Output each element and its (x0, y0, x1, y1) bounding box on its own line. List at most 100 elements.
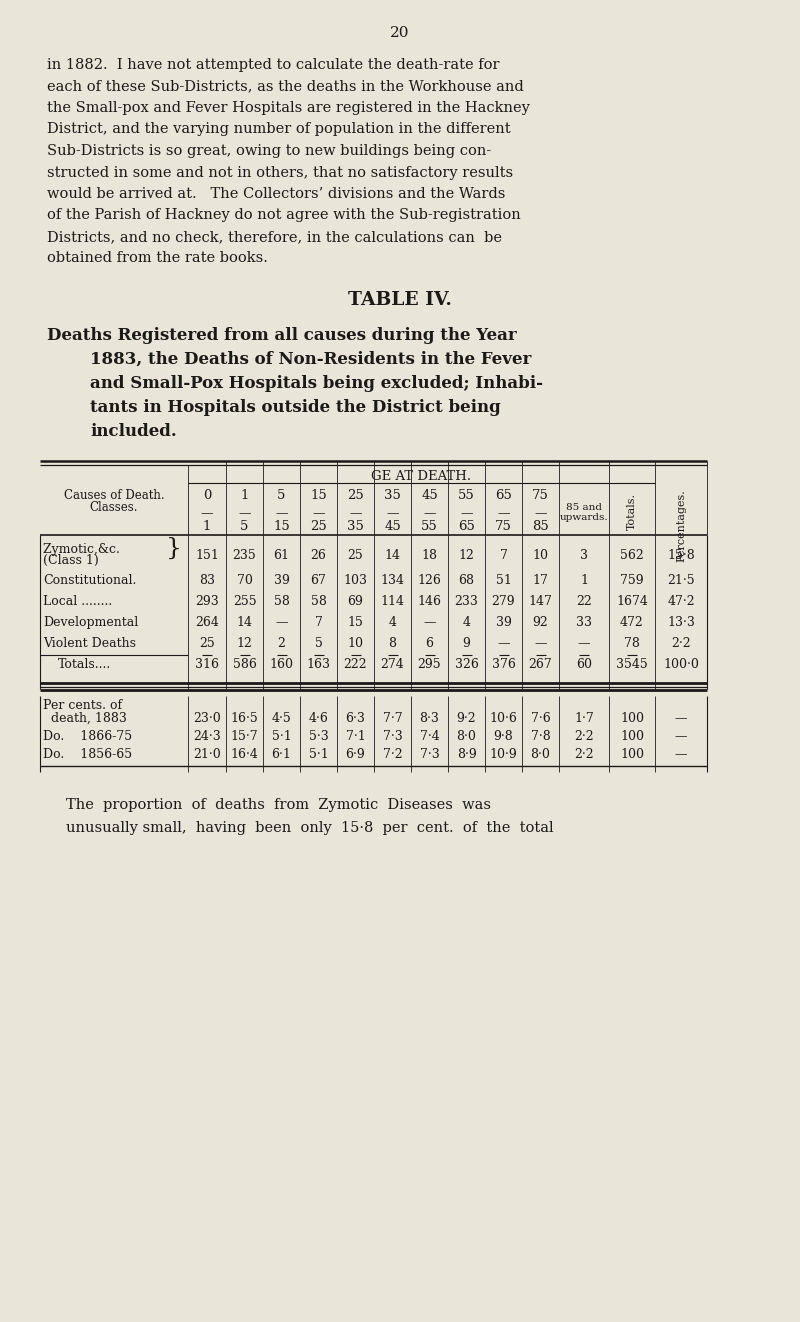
Text: obtained from the rate books.: obtained from the rate books. (47, 251, 268, 266)
Text: 12: 12 (458, 549, 474, 562)
Text: 21·5: 21·5 (667, 574, 695, 587)
Text: 14: 14 (237, 616, 253, 629)
Text: 25: 25 (348, 549, 363, 562)
Text: 92: 92 (533, 616, 548, 629)
Text: 4: 4 (389, 616, 397, 629)
Text: 147: 147 (529, 595, 553, 608)
Text: 274: 274 (381, 658, 404, 672)
Text: 7: 7 (314, 616, 322, 629)
Text: 6·1: 6·1 (271, 748, 291, 761)
Text: 7·4: 7·4 (420, 730, 439, 743)
Text: 7·6: 7·6 (530, 713, 550, 724)
Text: Do.    1856-65: Do. 1856-65 (43, 748, 132, 761)
Text: 100·0: 100·0 (663, 658, 699, 672)
Text: 100: 100 (620, 730, 644, 743)
Text: 126: 126 (418, 574, 442, 587)
Text: 100: 100 (620, 713, 644, 724)
Text: Totals.: Totals. (627, 493, 637, 530)
Text: 9: 9 (462, 637, 470, 650)
Text: 5: 5 (278, 489, 286, 502)
Text: Local ........: Local ........ (43, 595, 112, 608)
Text: Districts, and no check, therefore, in the calculations can  be: Districts, and no check, therefore, in t… (47, 230, 502, 245)
Text: Do.    1866-75: Do. 1866-75 (43, 730, 132, 743)
Text: 2·2: 2·2 (671, 637, 691, 650)
Text: 78: 78 (624, 637, 640, 650)
Text: 8·9: 8·9 (457, 748, 476, 761)
Text: 16·5: 16·5 (230, 713, 258, 724)
Text: 316: 316 (195, 658, 219, 672)
Text: —: — (275, 616, 288, 629)
Text: 75: 75 (495, 520, 512, 533)
Text: 759: 759 (620, 574, 644, 587)
Text: 26: 26 (310, 549, 326, 562)
Text: 39: 39 (274, 574, 290, 587)
Text: 1: 1 (580, 574, 588, 587)
Text: 10: 10 (533, 549, 549, 562)
Text: 25: 25 (347, 489, 364, 502)
Text: District, and the varying number of population in the different: District, and the varying number of popu… (47, 123, 510, 136)
Text: 6: 6 (426, 637, 434, 650)
Text: 5: 5 (240, 520, 249, 533)
Text: 69: 69 (347, 595, 363, 608)
Text: 10·9: 10·9 (490, 748, 518, 761)
Text: 5·1: 5·1 (272, 730, 291, 743)
Text: 83: 83 (199, 574, 215, 587)
Text: 4·5: 4·5 (272, 713, 291, 724)
Text: 6·9: 6·9 (346, 748, 366, 761)
Text: 562: 562 (620, 549, 644, 562)
Text: 255: 255 (233, 595, 256, 608)
Text: Totals....: Totals.... (58, 658, 111, 672)
Text: 45: 45 (421, 489, 438, 502)
Text: (Class 1): (Class 1) (43, 554, 98, 567)
Text: 3: 3 (580, 549, 588, 562)
Text: 51: 51 (495, 574, 511, 587)
Text: 8: 8 (389, 637, 397, 650)
Text: 8·0: 8·0 (457, 730, 477, 743)
Text: 7·3: 7·3 (420, 748, 439, 761)
Text: the Small-pox and Fever Hospitals are registered in the Hackney: the Small-pox and Fever Hospitals are re… (47, 100, 530, 115)
Text: 163: 163 (306, 658, 330, 672)
Text: 267: 267 (529, 658, 552, 672)
Text: 326: 326 (454, 658, 478, 672)
Text: Violent Deaths: Violent Deaths (43, 637, 136, 650)
Text: 293: 293 (195, 595, 219, 608)
Text: structed in some and not in others, that no satisfactory results: structed in some and not in others, that… (47, 165, 513, 180)
Text: of the Parish of Hackney do not agree with the Sub-registration: of the Parish of Hackney do not agree wi… (47, 209, 521, 222)
Text: 22: 22 (576, 595, 592, 608)
Text: 15: 15 (273, 520, 290, 533)
Text: GE AT DEATH.: GE AT DEATH. (371, 471, 471, 483)
Text: —: — (534, 508, 546, 520)
Text: 103: 103 (343, 574, 367, 587)
Text: 15: 15 (310, 489, 327, 502)
Text: 68: 68 (458, 574, 474, 587)
Text: 1: 1 (240, 489, 249, 502)
Text: 586: 586 (233, 658, 257, 672)
Text: Deaths Registered from all causes during the Year: Deaths Registered from all causes during… (47, 327, 517, 344)
Text: 295: 295 (418, 658, 442, 672)
Text: 4·6: 4·6 (309, 713, 329, 724)
Text: 1: 1 (203, 520, 211, 533)
Text: 5·3: 5·3 (309, 730, 328, 743)
Text: 100: 100 (620, 748, 644, 761)
Text: Percentages.: Percentages. (676, 489, 686, 562)
Text: 7·3: 7·3 (382, 730, 402, 743)
Text: —: — (423, 508, 436, 520)
Text: —: — (498, 508, 510, 520)
Text: 35: 35 (384, 489, 401, 502)
Text: 2·2: 2·2 (574, 748, 594, 761)
Text: 61: 61 (274, 549, 290, 562)
Text: 1674: 1674 (616, 595, 648, 608)
Text: 9·8: 9·8 (494, 730, 514, 743)
Text: The  proportion  of  deaths  from  Zymotic  Diseases  was: The proportion of deaths from Zymotic Di… (66, 798, 491, 812)
Text: 21·0: 21·0 (193, 748, 221, 761)
Text: 45: 45 (384, 520, 401, 533)
Text: 160: 160 (270, 658, 294, 672)
Text: 4: 4 (462, 616, 470, 629)
Text: 25: 25 (310, 520, 327, 533)
Text: and Small-Pox Hospitals being excluded; Inhabi-: and Small-Pox Hospitals being excluded; … (90, 375, 543, 393)
Text: 1883, the Deaths of Non-Residents in the Fever: 1883, the Deaths of Non-Residents in the… (90, 352, 531, 368)
Text: 233: 233 (454, 595, 478, 608)
Text: 55: 55 (421, 520, 438, 533)
Text: 7·8: 7·8 (530, 730, 550, 743)
Text: 14: 14 (385, 549, 401, 562)
